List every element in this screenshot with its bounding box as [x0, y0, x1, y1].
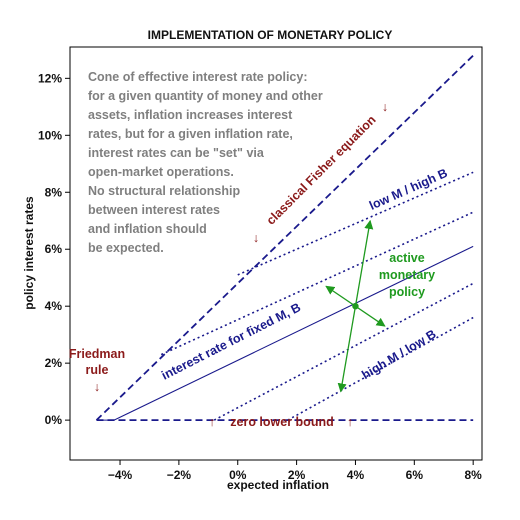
y-tick-label: 12% [38, 71, 62, 85]
x-axis-label: expected inflation [227, 478, 329, 492]
note-line: Cone of effective interest rate policy: [88, 70, 308, 84]
x-tick-label: −2% [167, 468, 192, 482]
note-line: assets, inflation increases interest [88, 108, 293, 122]
y-tick-label: 0% [45, 413, 63, 427]
note-line: No structural relationship [88, 184, 240, 198]
cone-note: Cone of effective interest rate policy: … [88, 70, 326, 255]
y-tick-label: 4% [45, 299, 63, 313]
active-label-2: monetary [379, 268, 435, 282]
high-m-label: high M / low B [359, 327, 438, 382]
fixed-mb-label: interest rate for fixed M, B [159, 300, 303, 382]
axis-ticks: −4% −2% 0% 2% 4% 6% 8% 0% 2% 4% 6% 8% 10% 12% [38, 71, 482, 482]
x-tick-label: 4% [347, 468, 365, 482]
x-tick-label: 6% [406, 468, 424, 482]
y-axis-label: policy interest rates [22, 196, 36, 310]
note-line: interest rates can be "set" via [88, 146, 265, 160]
zlb-arrow-right: ↑ [347, 415, 353, 429]
note-line: open-market operations. [88, 165, 234, 179]
plot-frame [69, 46, 483, 461]
x-tick-label: 8% [464, 468, 482, 482]
fisher-arrow-right: ↓ [382, 100, 388, 114]
note-line: rates, but for a given inflation rate, [88, 127, 293, 141]
note-line: and inflation should [88, 222, 207, 236]
x-tick-label: 0% [229, 468, 247, 482]
series-line [287, 316, 474, 421]
friedman-label-1: Friedman [69, 347, 125, 361]
zlb-arrow-left: ↑ [209, 415, 215, 429]
friedman-arrow: ↓ [94, 380, 100, 394]
x-tick-label: −4% [108, 468, 133, 482]
friedman-label-2: rule [86, 363, 109, 377]
y-tick-label: 10% [38, 128, 62, 142]
zlb-label: zero lower bound [230, 415, 333, 429]
low-m-label: low M / high B [367, 166, 449, 213]
y-tick-label: 6% [45, 242, 63, 256]
y-tick-label: 8% [45, 185, 63, 199]
x-tick-label: 2% [288, 468, 306, 482]
series-line [213, 282, 474, 421]
note-line: be expected. [88, 241, 164, 255]
y-tick-label: 2% [45, 356, 63, 370]
note-line: between interest rates [88, 203, 220, 217]
series-line [160, 211, 474, 356]
fisher-arrow-left: ↓ [253, 231, 259, 245]
active-label-1: active [389, 251, 424, 265]
policy-arrows [325, 219, 386, 393]
note-line: for a given quantity of money and other [88, 89, 323, 103]
chart-title: IMPLEMENTATION OF MONETARY POLICY [148, 28, 393, 42]
equilibrium-point [352, 302, 359, 310]
active-label-3: policy [389, 285, 425, 299]
